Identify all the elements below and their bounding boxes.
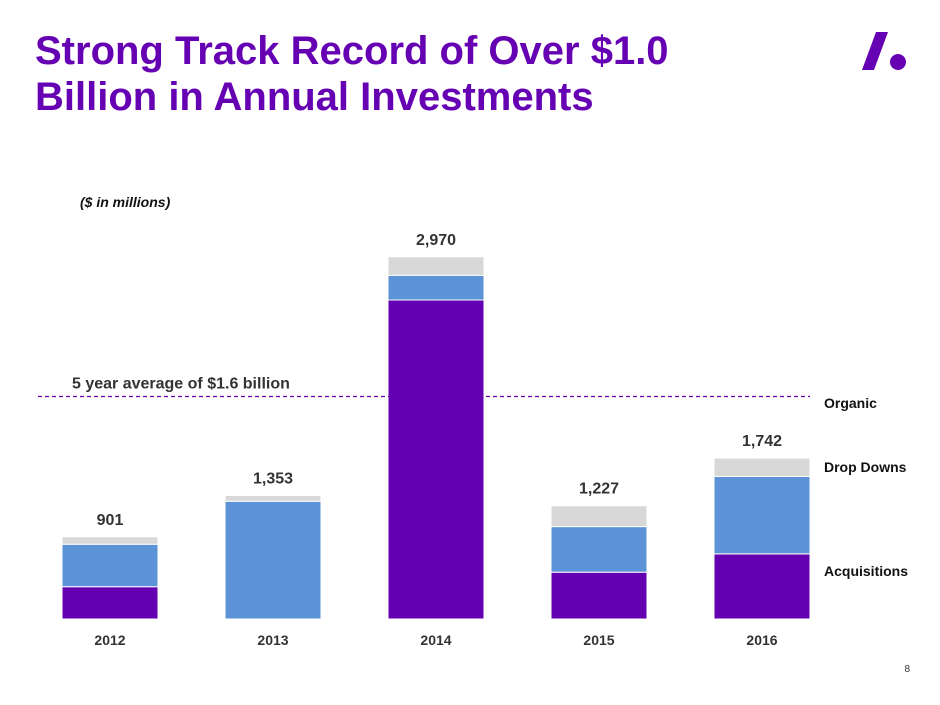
slide-title-line-2: Billion in Annual Investments <box>35 75 594 119</box>
bar-organic-2016 <box>713 457 811 477</box>
average-line-label: 5 year average of $1.6 billion <box>72 375 290 392</box>
page-number: 8 <box>904 664 910 675</box>
x-tick-label-2015: 2015 <box>583 632 614 648</box>
bar-organic-2013 <box>224 495 322 502</box>
x-tick-label-2016: 2016 <box>746 632 777 648</box>
slide-title: Strong Track Record of Over $1.0 Billion… <box>35 28 669 120</box>
total-label-2013: 1,353 <box>253 471 293 488</box>
slide-title-line-1: Strong Track Record of Over $1.0 <box>35 29 669 73</box>
x-tick-label-2014: 2014 <box>420 632 451 648</box>
x-tick-label-2012: 2012 <box>94 632 125 648</box>
company-logo-icon <box>862 32 906 70</box>
total-label-2012: 901 <box>97 512 124 529</box>
bar-organic-2015 <box>550 505 648 528</box>
bar-acquisitions-2015 <box>550 571 648 620</box>
bar-drop-downs-2016 <box>713 475 811 555</box>
legend-acquisitions: Acquisitions <box>824 563 908 579</box>
total-label-2014: 2,970 <box>416 232 456 249</box>
total-label-2016: 1,742 <box>742 433 782 450</box>
bar-acquisitions-2014 <box>387 299 485 620</box>
legend-drop-downs: Drop Downs <box>824 459 907 475</box>
bar-acquisitions-2012 <box>61 586 159 620</box>
bar-organic-2012 <box>61 536 159 545</box>
x-tick-label-2013: 2013 <box>257 632 288 648</box>
bar-drop-downs-2013 <box>224 500 322 620</box>
bar-drop-downs-2015 <box>550 526 648 573</box>
bar-drop-downs-2014 <box>387 274 485 301</box>
legend-organic: Organic <box>824 395 877 411</box>
total-label-2015: 1,227 <box>579 481 619 498</box>
unit-note: ($ in millions) <box>80 194 171 210</box>
bar-drop-downs-2012 <box>61 543 159 588</box>
bar-acquisitions-2016 <box>713 553 811 620</box>
bar-organic-2014 <box>387 256 485 276</box>
